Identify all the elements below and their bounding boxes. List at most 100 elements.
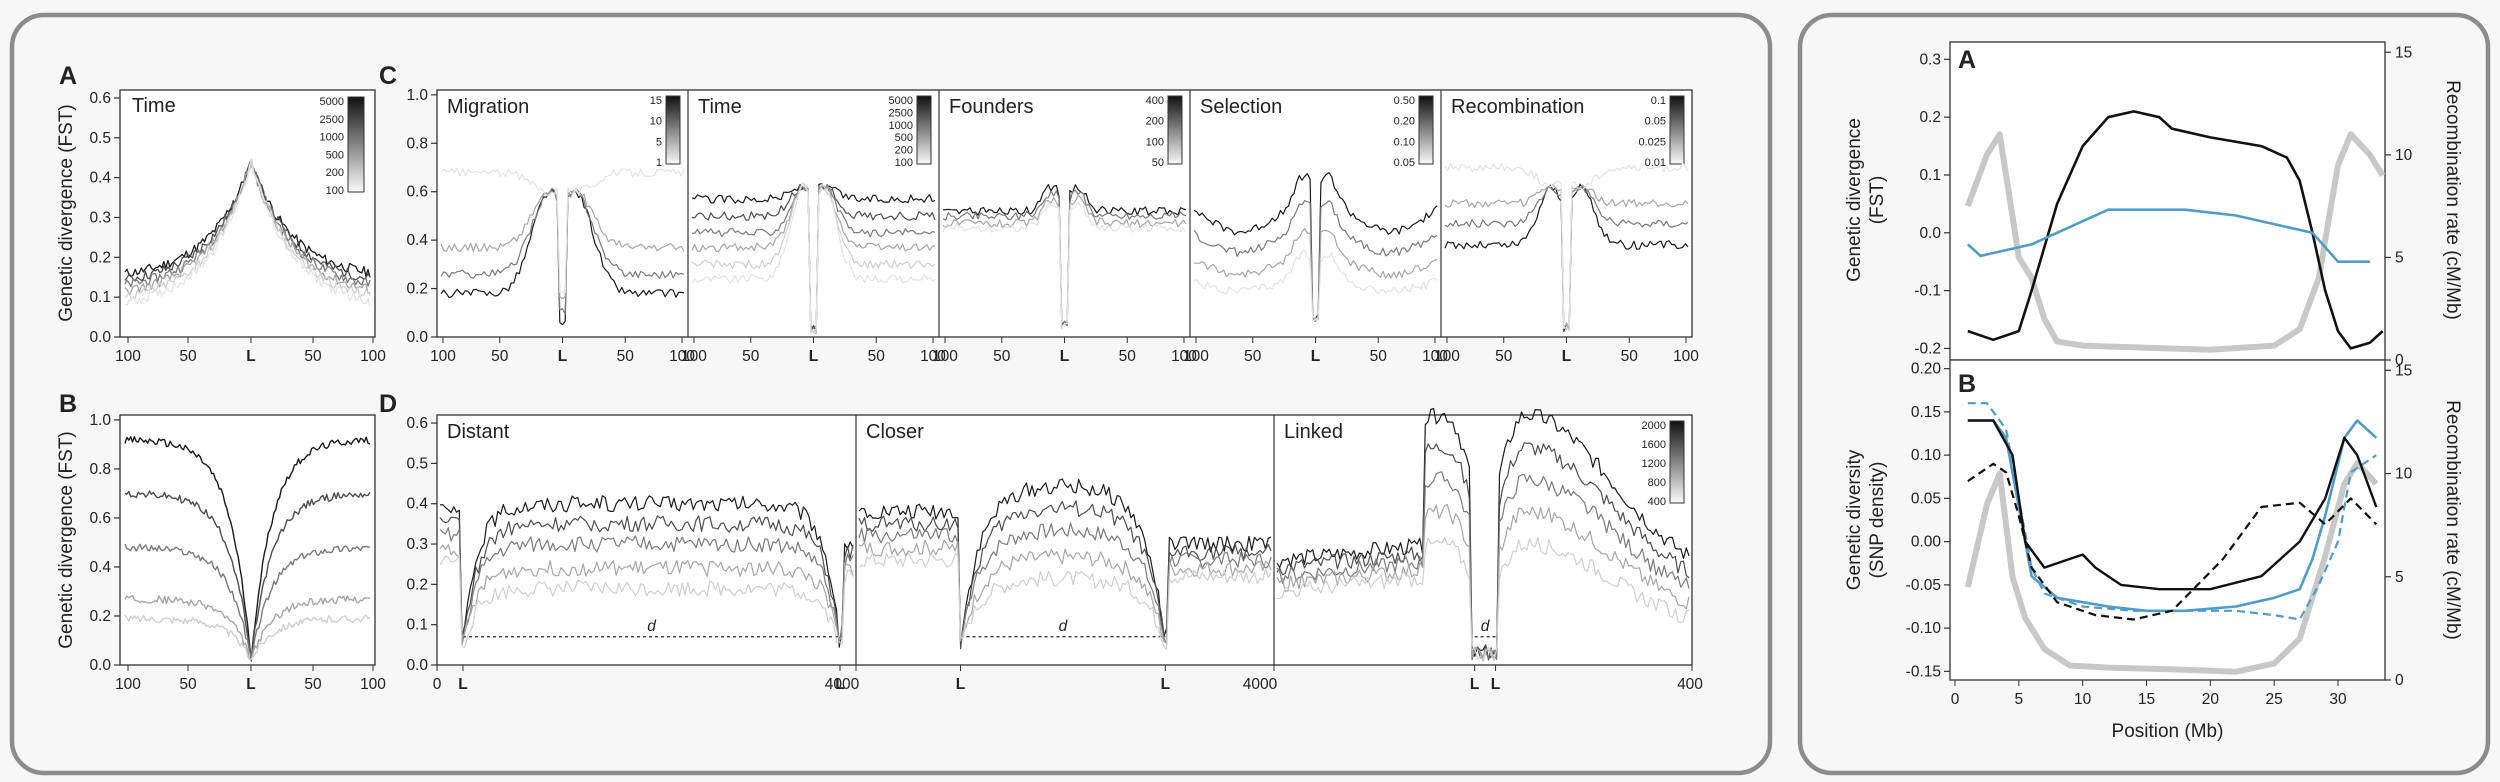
right-a-y2-tick-label: 15	[2395, 44, 2412, 61]
panel-c-legend	[1418, 95, 1434, 165]
panel-d-series	[439, 495, 854, 648]
right-b-y-tick-label: 0.15	[1911, 404, 1941, 421]
panel-d-x-tick-label: L	[1470, 676, 1479, 693]
panel-d-x-tick-label: L	[835, 676, 844, 693]
right-a-y2-tick-label: 0	[2395, 352, 2404, 369]
right-a-recombination-line	[1964, 131, 2386, 353]
panel-d-series	[439, 544, 854, 641]
panel-d-x-tick-label: 400	[1677, 676, 1703, 693]
panel-c-x-tick-label: 100	[1171, 348, 1197, 365]
right-b-x-tick-label: 25	[2266, 691, 2283, 708]
panel-d-x-tick-label: L	[1491, 676, 1500, 693]
panel-d-series	[439, 554, 854, 648]
panel-d-letter: D	[379, 390, 397, 418]
right-b-y-tick-label: 0.10	[1911, 447, 1942, 464]
panel-a-x-tick-label: 100	[115, 348, 141, 365]
right-b-x-tick-label: 15	[2138, 691, 2155, 708]
right-b-xlabel: Position (Mb)	[2112, 721, 2224, 742]
panel-d-series	[858, 539, 1272, 644]
panel-c-y-tick-label: 0.6	[406, 184, 428, 201]
right-a-y-tick-label: -0.2	[1914, 340, 1941, 357]
left-figure-frame	[9, 12, 1773, 776]
panel-b-x-tick-label: 100	[360, 676, 386, 693]
right-b-blue-dashed-line	[1967, 402, 2377, 621]
panel-c-legend-label: 0.01	[1645, 157, 1666, 169]
panel-a-x-tick-label: 100	[360, 348, 386, 365]
panel-b-series	[124, 614, 371, 661]
panel-c-legend-label: 200	[895, 145, 913, 157]
panel-d-legend-label: 2000	[1642, 420, 1666, 432]
panel-c-x-tick-label: 100	[669, 348, 695, 365]
right-a-plot	[1949, 41, 2386, 361]
panel-c-series	[942, 194, 1187, 323]
right-b-x-tick-label: 30	[2329, 691, 2347, 708]
panel-c-legend-label: 10	[650, 116, 662, 128]
panel-b-x-tick-label: 50	[179, 676, 197, 693]
panel-a-y-tick-label: 0.0	[89, 329, 111, 346]
panel-a-legend-label: 100	[326, 185, 344, 197]
right-b-ylabel-2: (SNP density)	[1867, 462, 1888, 579]
panel-d-subtitle: Distant	[447, 421, 510, 443]
panel-c-x-tick-label: 50	[868, 348, 886, 365]
panel-c-series	[1193, 228, 1438, 321]
panel-d-legend-label: 1200	[1642, 458, 1666, 470]
panel-b-ylabel: Genetic divergence (FST)	[56, 431, 77, 649]
panel-c-x-tick-label: 50	[1244, 348, 1262, 365]
panel-c-plot	[436, 89, 1693, 338]
panel-a-x-tick-label: 50	[304, 348, 322, 365]
right-b-y2-tick-label: 5	[2395, 569, 2404, 586]
right-b-letter: B	[1958, 370, 1976, 398]
panel-d-x-tick-label: 4000	[1243, 676, 1278, 693]
panel-c-x-tick-label: 50	[1621, 348, 1639, 365]
panel-b-x-tick-label: 100	[115, 676, 141, 693]
panel-c-x-tick-label: L	[1562, 348, 1571, 365]
panel-c-x-tick-label: 100	[1422, 348, 1448, 365]
right-a-y2-tick-label: 5	[2395, 249, 2404, 266]
right-a-y-tick-label: 0.3	[1919, 51, 1941, 68]
panel-a-series	[124, 158, 371, 296]
panel-d-series	[858, 500, 1272, 650]
panel-c-subtitle: Founders	[949, 96, 1034, 118]
panel-a-legend	[347, 96, 365, 193]
panel-b-x-tick-label: 50	[304, 676, 322, 693]
right-a-letter: A	[1958, 46, 1976, 74]
panel-c-letter: C	[379, 62, 397, 90]
panel-d-distance-label: d	[1481, 618, 1491, 635]
panel-d-series	[858, 552, 1272, 651]
panel-c-legend-label: 1	[656, 157, 662, 169]
panel-d-series	[1276, 504, 1690, 661]
panel-c-x-tick-label: 50	[993, 348, 1011, 365]
panel-c-subtitle: Time	[698, 96, 742, 118]
right-a-ylabel-2: (FST)	[1867, 176, 1888, 225]
right-b-y2-tick-label: 0	[2395, 672, 2404, 689]
panel-d-legend-label: 1600	[1642, 439, 1666, 451]
panel-d-x-tick-label: L	[1161, 676, 1170, 693]
panel-c-series	[691, 182, 936, 334]
panel-b-letter: B	[59, 390, 77, 418]
panel-d-legend-label: 800	[1648, 477, 1666, 489]
right-b-y2-tick-label: 10	[2395, 466, 2413, 483]
right-b-black-dashed-line	[1967, 462, 2378, 621]
panel-c-subtitle: Selection	[1200, 96, 1282, 118]
panel-d-series	[858, 478, 1272, 646]
panel-d-plot	[436, 414, 1693, 666]
panel-d-series	[439, 527, 854, 647]
right-a-fst-line	[1967, 110, 2384, 350]
right-a-fst-blue-line	[1966, 208, 2370, 264]
panel-c-y-tick-label: 1.0	[406, 87, 428, 104]
panel-d-legend	[1669, 420, 1685, 504]
right-a-ylabel-1: Genetic divergence	[1844, 118, 1865, 282]
panel-c-legend-label: 0.05	[1394, 157, 1415, 169]
panel-c-legend-label: 5000	[889, 95, 913, 107]
panel-d-y-tick-label: 0.6	[406, 415, 428, 432]
panel-c-legend-label: 0.50	[1394, 95, 1415, 107]
panel-b-series	[124, 436, 371, 662]
panel-c-y-tick-label: 0.0	[406, 329, 428, 346]
panel-c-x-tick-label: 50	[1119, 348, 1137, 365]
panel-a-legend-label: 200	[326, 167, 344, 179]
right-b-black-line	[1967, 419, 2378, 591]
panel-c-series	[440, 187, 685, 315]
panel-c-x-tick-label: 100	[920, 348, 946, 365]
panel-c-x-tick-label: L	[558, 348, 567, 365]
panel-c-series	[1193, 249, 1438, 322]
